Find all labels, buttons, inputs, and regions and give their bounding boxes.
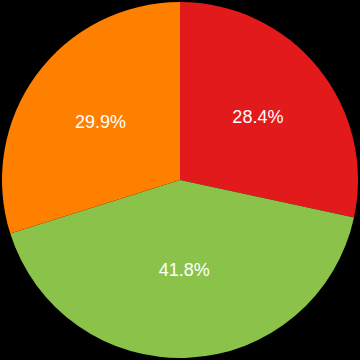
svg-text:41.8%: 41.8% [159, 260, 210, 280]
svg-text:29.9%: 29.9% [75, 112, 126, 132]
svg-text:28.4%: 28.4% [232, 107, 283, 127]
